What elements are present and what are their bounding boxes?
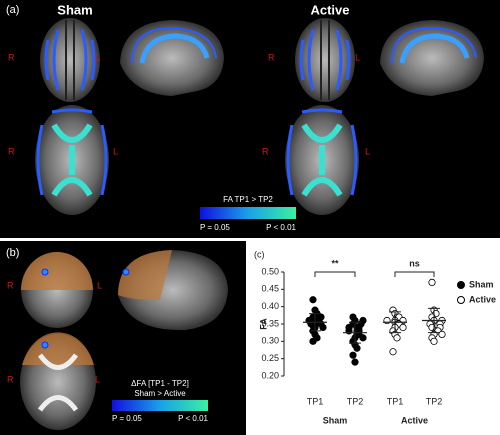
data-point [430,337,438,345]
x-tick-label: TP2 [347,396,364,406]
data-point [428,278,436,286]
data-point [438,330,446,338]
colorbar-low: P = 0.05 [112,414,142,423]
colorbar-subtitle: Sham > Active [134,389,186,398]
side-label: L [113,146,118,156]
significance-label: ** [331,258,339,268]
data-point [393,334,401,342]
y-tick-label: 0.30 [261,336,279,346]
legend-marker [457,296,465,304]
data-point [359,334,367,342]
side-label: R [7,280,14,290]
x-tick-label: TP1 [387,396,404,406]
colorbar-low: P = 0.05 [200,223,230,232]
panel-label: (c) [254,249,265,259]
error-bar [389,311,401,334]
brain-image [21,252,93,328]
data-point [399,323,407,332]
colorbar-high: P < 0.01 [178,414,208,423]
y-tick-label: 0.20 [261,370,279,380]
side-label: L [95,52,100,62]
side-label: L [365,146,370,156]
y-axis-label: FA [258,318,268,330]
data-point [309,337,317,345]
legend-label: Active [469,294,496,304]
group-label: Sham [323,415,348,425]
side-label: L [97,280,102,290]
brain-image [20,332,96,430]
group-title: Active [310,2,349,17]
significance-bracket [314,271,356,277]
data-point [349,351,357,359]
brain-image [118,250,228,331]
legend-marker [457,281,465,289]
y-tick-label: 0.25 [261,353,279,363]
x-tick-label: TP1 [307,396,324,406]
group-label: Active [401,415,428,425]
brain-image [35,105,109,215]
side-label: R [8,52,15,62]
brain-image [293,16,357,104]
y-tick-label: 0.35 [261,318,279,328]
side-label: R [7,374,14,384]
legend-label: Sham [469,279,494,289]
brain-image [285,105,359,215]
x-tick-label: TP2 [426,396,443,406]
panel-label: (a) [6,4,19,16]
side-label: R [8,146,15,156]
significance-label: ns [409,258,420,268]
data-point [309,296,317,304]
colorbar-title: FA TP1 > TP2 [223,195,273,204]
side-label: R [268,52,275,62]
group-title: Sham [57,2,92,17]
data-point [351,358,359,366]
y-tick-label: 0.50 [261,266,279,276]
colorbar [200,207,296,219]
error-bar [428,307,440,334]
data-point [389,348,397,356]
error-bar [349,321,361,344]
y-tick-label: 0.45 [261,284,279,294]
error-bar [309,313,321,332]
side-label: R [262,146,269,156]
y-tick-label: 0.40 [261,301,279,311]
side-label: L [95,374,100,384]
significance-bracket [394,271,435,277]
side-label: L [355,52,360,62]
colorbar-high: P < 0.01 [266,223,296,232]
colorbar-title: ΔFA [TP1 - TP2] [131,379,189,388]
chart: (c) FA 0.20 0.25 0.30 0.35 0.40 0.45 0.50 TP1 TP… [254,249,496,425]
brain-image [38,16,102,104]
data-point [319,323,327,332]
data-point [353,344,361,352]
panel-label: (b) [6,247,19,259]
colorbar [112,400,208,411]
